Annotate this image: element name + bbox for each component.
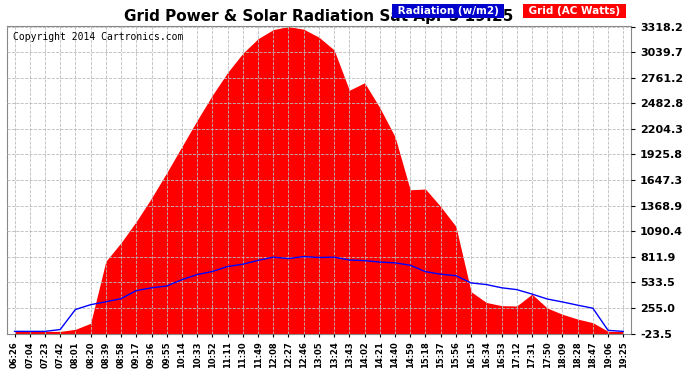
Text: Radiation (w/m2): Radiation (w/m2) [394, 6, 502, 16]
Title: Grid Power & Solar Radiation Sat Apr 5 19:25: Grid Power & Solar Radiation Sat Apr 5 1… [124, 9, 513, 24]
Text: Copyright 2014 Cartronics.com: Copyright 2014 Cartronics.com [13, 32, 184, 42]
Text: Grid (AC Watts): Grid (AC Watts) [525, 6, 624, 16]
